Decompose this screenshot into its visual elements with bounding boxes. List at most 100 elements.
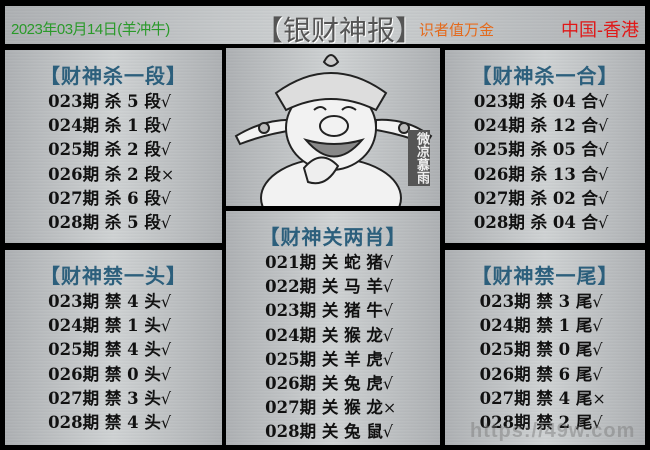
prediction-row: 024期 禁 1 尾√ bbox=[445, 314, 645, 338]
check-mark-icon: √ bbox=[160, 140, 172, 160]
slogan: 识者值万金 bbox=[419, 22, 495, 39]
prediction-text: 025期 禁 0 尾 bbox=[479, 340, 593, 360]
prediction-list: 021期 关 蛇 猪√ 022期 关 马 羊√ 023期 关 猪 牛√ 024期 关 … bbox=[226, 251, 440, 445]
prediction-text: 028期 禁 2 尾 bbox=[479, 412, 593, 432]
prediction-list: 023期 杀 04 合√ 024期 杀 12 合√ 025期 杀 05 合√ 026期… bbox=[445, 90, 645, 235]
check-mark-icon: √ bbox=[598, 92, 609, 111]
check-mark-icon: √ bbox=[598, 116, 609, 136]
prediction-text: 027期 杀 6 段 bbox=[48, 188, 161, 208]
prediction-row: 023期 禁 4 头√ bbox=[5, 290, 222, 314]
prediction-row: 023期 关 猪 牛√ bbox=[226, 299, 440, 323]
panel-kill-segment: 【财神杀一段】 023期 杀 5 段√ 024期 杀 1 段√ 025期 杀 2 段√… bbox=[5, 50, 222, 243]
prediction-text: 023期 禁 3 尾 bbox=[479, 292, 593, 311]
prediction-row: 025期 禁 4 头√ bbox=[5, 338, 222, 362]
check-mark-icon: √ bbox=[598, 212, 609, 232]
check-mark-icon: √ bbox=[160, 316, 172, 336]
panel-close-two-zodiacs: 【财神关两肖】 021期 关 蛇 猪√ 022期 关 马 羊√ 023期 关 猪 牛√… bbox=[226, 211, 440, 445]
prediction-text: 025期 杀 2 段 bbox=[48, 140, 161, 160]
god-of-wealth-illustration: 微凉慕雨 bbox=[226, 48, 440, 239]
region-label: 中国-香港 bbox=[561, 20, 639, 40]
check-mark-icon: √ bbox=[382, 301, 394, 321]
cross-mark-icon: × bbox=[160, 164, 175, 184]
check-mark-icon: √ bbox=[382, 349, 394, 369]
check-mark-icon: √ bbox=[160, 292, 172, 311]
prediction-row: 027期 关 猴 龙× bbox=[226, 396, 440, 420]
prediction-row: 028期 杀 5 段√ bbox=[5, 211, 222, 235]
prediction-list: 023期 禁 4 头√ 024期 禁 1 头√ 025期 禁 4 头√ 026期 禁 … bbox=[5, 290, 222, 435]
check-mark-icon: √ bbox=[592, 364, 603, 384]
panel-title: 【财神禁一头】 bbox=[40, 264, 187, 288]
check-mark-icon: √ bbox=[382, 253, 394, 272]
prediction-row: 027期 杀 6 段√ bbox=[5, 187, 222, 211]
panel-ban-head: 【财神禁一头】 023期 禁 4 头√ 024期 禁 1 头√ 025期 禁 4 头√… bbox=[5, 250, 222, 445]
panel-title: 【财神杀一段】 bbox=[40, 64, 187, 88]
prediction-text: 026期 杀 2 段 bbox=[48, 164, 161, 184]
check-mark-icon: √ bbox=[598, 140, 609, 160]
check-mark-icon: √ bbox=[160, 340, 172, 360]
prediction-row: 027期 禁 3 头√ bbox=[5, 387, 222, 411]
prediction-text: 028期 杀 04 合 bbox=[473, 212, 599, 232]
cross-mark-icon: × bbox=[592, 388, 606, 408]
artist-stamp: 微凉慕雨 bbox=[408, 130, 430, 186]
prediction-text: 023期 杀 5 段 bbox=[48, 92, 161, 111]
prediction-text: 028期 关 兔 鼠 bbox=[265, 422, 383, 442]
check-mark-icon: √ bbox=[160, 388, 172, 408]
prediction-text: 026期 禁 6 尾 bbox=[479, 364, 593, 384]
page-title: 【银财神报】 bbox=[255, 14, 424, 47]
check-mark-icon: √ bbox=[382, 422, 394, 442]
panel-title: 【财神禁一尾】 bbox=[471, 264, 619, 288]
prediction-text: 023期 关 猪 牛 bbox=[265, 301, 383, 321]
prediction-row: 026期 关 兔 虎√ bbox=[226, 372, 440, 396]
check-mark-icon: √ bbox=[592, 292, 603, 311]
prediction-row: 026期 禁 0 头√ bbox=[5, 363, 222, 387]
prediction-text: 027期 禁 3 头 bbox=[48, 388, 161, 408]
prediction-text: 025期 关 羊 虎 bbox=[265, 349, 383, 369]
prediction-text: 027期 关 猴 龙 bbox=[265, 398, 383, 418]
prediction-row: 027期 禁 4 尾× bbox=[445, 387, 645, 411]
header-banner: 2023年03月14日(羊冲牛) 【银财神报】 识者值万金 中国-香港 bbox=[5, 6, 645, 47]
prediction-text: 024期 禁 1 头 bbox=[48, 316, 161, 336]
prediction-row: 026期 杀 13 合√ bbox=[445, 163, 645, 187]
prediction-row: 028期 禁 4 头√ bbox=[5, 411, 222, 435]
prediction-row: 025期 禁 0 尾√ bbox=[445, 338, 645, 362]
check-mark-icon: √ bbox=[598, 188, 609, 208]
check-mark-icon: √ bbox=[160, 92, 172, 111]
prediction-row: 025期 关 羊 虎√ bbox=[226, 348, 440, 372]
check-mark-icon: √ bbox=[160, 188, 172, 208]
prediction-row: 028期 关 兔 鼠√ bbox=[226, 420, 440, 444]
check-mark-icon: √ bbox=[160, 116, 172, 136]
check-mark-icon: √ bbox=[592, 412, 603, 432]
prediction-list: 023期 杀 5 段√ 024期 杀 1 段√ 025期 杀 2 段√ 026期 杀 … bbox=[5, 90, 222, 235]
prediction-text: 023期 禁 4 头 bbox=[48, 292, 161, 311]
prediction-text: 024期 杀 1 段 bbox=[48, 116, 161, 136]
prediction-row: 025期 杀 2 段√ bbox=[5, 138, 222, 162]
check-mark-icon: √ bbox=[160, 412, 172, 432]
prediction-row: 024期 关 猴 龙√ bbox=[226, 324, 440, 348]
check-mark-icon: √ bbox=[598, 164, 609, 184]
cross-mark-icon: × bbox=[382, 398, 397, 418]
prediction-row: 026期 杀 2 段× bbox=[5, 163, 222, 187]
prediction-text: 022期 关 马 羊 bbox=[265, 277, 383, 297]
prediction-row: 023期 禁 3 尾√ bbox=[445, 290, 645, 314]
prediction-row: 028期 禁 2 尾√ bbox=[445, 411, 645, 435]
prediction-text: 021期 关 蛇 猪 bbox=[265, 253, 383, 272]
check-mark-icon: √ bbox=[382, 373, 394, 393]
prediction-row: 026期 禁 6 尾√ bbox=[445, 363, 645, 387]
prediction-row: 028期 杀 04 合√ bbox=[445, 211, 645, 235]
prediction-row: 024期 杀 1 段√ bbox=[5, 114, 222, 138]
prediction-text: 023期 杀 04 合 bbox=[473, 92, 599, 111]
panel-kill-combo: 【财神杀一合】 023期 杀 04 合√ 024期 杀 12 合√ 025期 杀 05… bbox=[445, 50, 645, 243]
prediction-text: 028期 杀 5 段 bbox=[48, 212, 161, 232]
prediction-row: 023期 杀 04 合√ bbox=[445, 90, 645, 114]
prediction-text: 026期 禁 0 头 bbox=[48, 364, 161, 384]
prediction-text: 024期 禁 1 尾 bbox=[479, 316, 593, 336]
prediction-list: 023期 禁 3 尾√ 024期 禁 1 尾√ 025期 禁 0 尾√ 026期 禁 … bbox=[445, 290, 645, 435]
prediction-text: 025期 杀 05 合 bbox=[473, 140, 599, 160]
date-label: 2023年03月14日(羊冲牛) bbox=[11, 21, 170, 38]
check-mark-icon: √ bbox=[592, 316, 603, 336]
prediction-text: 027期 禁 4 尾 bbox=[479, 388, 593, 408]
panel-title: 【财神杀一合】 bbox=[471, 64, 619, 88]
prediction-row: 024期 杀 12 合√ bbox=[445, 114, 645, 138]
prediction-text: 027期 杀 02 合 bbox=[473, 188, 599, 208]
check-mark-icon: √ bbox=[382, 325, 394, 345]
